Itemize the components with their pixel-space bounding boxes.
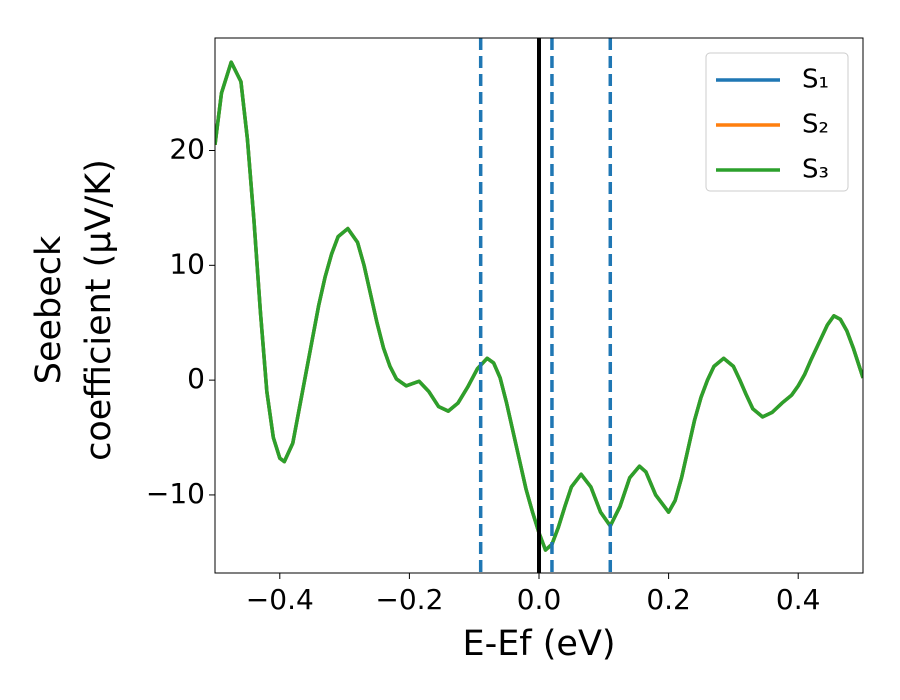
x-tick-label: 0.2 — [646, 583, 691, 616]
y-axis-label: coefficient (μV/K) — [79, 159, 119, 461]
legend-label: S₁ — [802, 65, 829, 95]
x-tick-label: −0.4 — [246, 583, 314, 616]
y-tick-label: 20 — [169, 133, 205, 166]
legend-box — [705, 52, 849, 192]
x-tick-label: 0.4 — [776, 583, 821, 616]
y-tick-label: 10 — [169, 247, 205, 280]
legend-label: S₃ — [802, 155, 829, 185]
y-tick-label: 0 — [187, 362, 205, 395]
legend-label: S₂ — [802, 110, 829, 140]
x-axis-label: E-Ef (eV) — [462, 624, 615, 664]
y-axis-label: Seebeck — [29, 235, 69, 384]
x-tick-label: 0.0 — [517, 583, 562, 616]
y-tick-label: −10 — [146, 477, 205, 510]
series-line — [215, 60, 863, 552]
plot-frame — [214, 37, 864, 574]
x-tick-label: −0.2 — [375, 583, 443, 616]
